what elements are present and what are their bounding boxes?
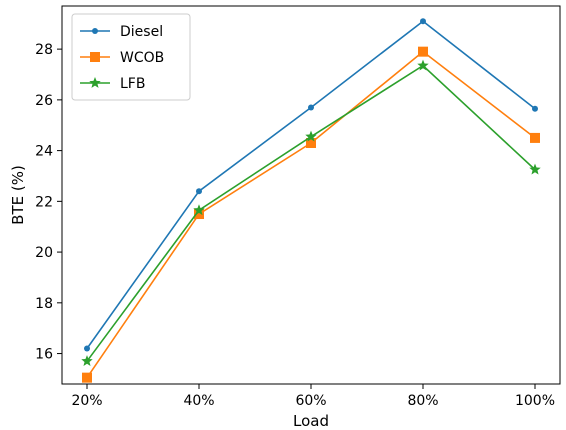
series-line-wcob	[86, 50, 536, 379]
x-axis: 20% 40% 60% 80% 100%	[71, 384, 555, 409]
x-tick-label: 80%	[407, 393, 438, 409]
x-tick-label: 40%	[183, 393, 214, 409]
y-tick-label: 20	[35, 245, 53, 261]
x-tick-label: 100%	[515, 393, 555, 409]
series-lfb	[81, 59, 541, 367]
data-point-wcob	[418, 46, 428, 57]
data-point-diesel	[532, 105, 538, 112]
y-axis-label: BTE (%)	[9, 165, 27, 225]
legend-label-wcob: WCOB	[120, 50, 164, 66]
y-tick-label: 16	[35, 347, 53, 363]
series-diesel	[84, 18, 538, 352]
legend-marker-wcob	[90, 52, 100, 62]
data-point-wcob	[82, 372, 92, 383]
data-point-diesel	[308, 104, 314, 111]
data-point-wcob	[306, 137, 316, 148]
y-tick-label: 24	[35, 144, 53, 160]
legend-marker-diesel	[92, 28, 98, 34]
data-point-diesel	[196, 188, 202, 195]
x-tick-label: 20%	[71, 393, 102, 409]
y-tick-label: 22	[35, 194, 53, 210]
y-axis: 16 18 20 22 24 26 28	[35, 42, 62, 363]
data-point-lfb	[81, 355, 93, 367]
data-point-wcob	[530, 132, 540, 143]
data-point-lfb	[417, 59, 429, 71]
legend: Diesel WCOB LFB	[71, 13, 191, 101]
series-wcob	[82, 46, 540, 383]
y-tick-label: 28	[35, 42, 53, 58]
data-point-diesel	[84, 345, 90, 352]
y-tick-label: 18	[35, 296, 53, 312]
y-tick-label: 26	[35, 93, 53, 109]
data-point-lfb	[193, 204, 205, 216]
data-point-wcob	[194, 209, 204, 220]
x-tick-label: 60%	[295, 393, 326, 409]
legend-label-lfb: LFB	[120, 76, 145, 92]
legend-marker-lfb	[89, 77, 101, 88]
data-point-lfb	[529, 163, 541, 175]
data-point-lfb	[305, 130, 317, 142]
x-axis-label: Load	[293, 412, 329, 430]
legend-box	[71, 13, 191, 101]
legend-label-diesel: Diesel	[120, 24, 163, 40]
data-point-diesel	[420, 18, 426, 25]
